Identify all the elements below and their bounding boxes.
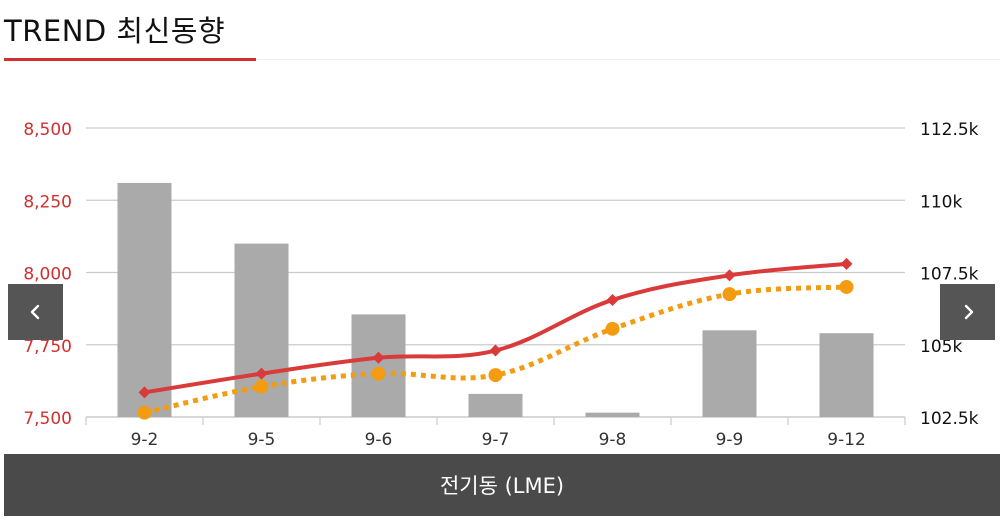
x-tick-label: 9-8 [599,430,627,450]
bar [351,314,406,417]
left-tick-label: 7,750 [23,337,72,357]
page-title: TREND 최신동향 [4,14,226,48]
commodity-label: 전기동 (LME) [439,474,565,498]
diamond-marker [606,293,619,306]
left-tick-label: 7,500 [23,409,72,429]
left-tick-label: 8,500 [23,120,72,140]
x-tick-label: 9-12 [827,430,866,450]
left-tick-label: 8,000 [23,265,72,285]
diamond-marker [723,269,736,282]
x-tick-label: 9-2 [131,430,159,450]
right-tick-label: 105k [920,337,962,357]
circle-marker [839,279,854,294]
diamond-marker [840,257,853,270]
circle-marker [605,321,620,336]
diamond-marker [138,386,151,399]
circle-marker [722,287,737,302]
right-tick-label: 110k [920,192,962,212]
circle-marker [137,405,152,420]
footer-bar: 전기동 (LME) [4,454,1000,516]
diamond-marker [489,344,502,357]
header-divider [256,59,1000,60]
bar [585,412,640,417]
bar [819,333,874,417]
bar [117,182,172,417]
title-underline [4,58,256,61]
x-tick-label: 9-6 [365,430,393,450]
x-tick-label: 9-7 [482,430,510,450]
bar [468,393,523,417]
trend-chart: 7,500 7,750 8,000 8,250 8,500 102.5k 105k 107.5… [23,120,979,450]
circle-marker [371,366,386,381]
right-tick-label: 112.5k [920,120,979,140]
circle-marker [254,379,269,394]
diamond-marker [372,351,385,364]
x-tick-label: 9-9 [716,430,744,450]
right-tick-label: 102.5k [920,409,979,429]
diamond-marker [255,367,268,380]
circle-marker [488,368,503,383]
chevron-left-icon [30,304,39,320]
prev-button[interactable] [8,284,63,340]
x-tick-label: 9-5 [248,430,276,450]
left-tick-label: 8,250 [23,192,72,212]
chevron-right-icon [964,304,973,320]
header: TREND 최신동향 [0,0,1004,62]
bar [702,330,757,417]
right-tick-label: 107.5k [920,265,979,285]
next-button[interactable] [940,284,995,340]
